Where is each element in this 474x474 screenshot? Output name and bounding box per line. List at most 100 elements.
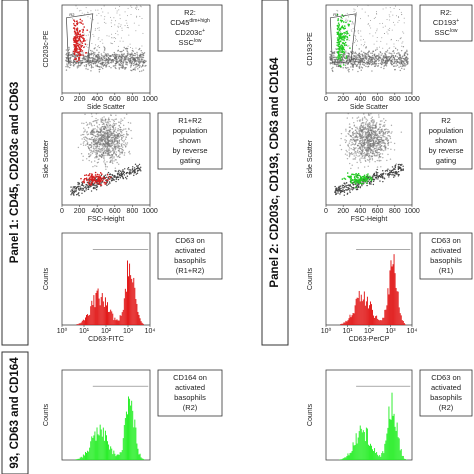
gated-dot (369, 177, 372, 180)
event-dot (104, 152, 107, 154)
event-dot (382, 133, 384, 135)
event-dot (406, 58, 409, 60)
event-dot (388, 174, 390, 176)
panel-label: 93, CD63 and CD164 (9, 357, 21, 469)
event-dot (384, 133, 386, 135)
gated-dot (107, 176, 110, 178)
event-dot (87, 16, 89, 18)
gated-dot (84, 39, 86, 42)
event-dot (102, 42, 104, 44)
event-dot (90, 149, 92, 152)
event-dot (96, 125, 99, 128)
gated-dot (344, 36, 346, 38)
event-dot (121, 140, 124, 142)
gated-dot (361, 179, 364, 181)
event-dot (376, 151, 378, 153)
event-dot (88, 156, 90, 158)
histogram-bar (115, 320, 117, 325)
event-dot (364, 139, 366, 142)
gated-dot (80, 48, 83, 51)
event-dot (360, 139, 362, 141)
event-dot (378, 141, 381, 143)
event-dot (98, 27, 100, 29)
event-dot (375, 134, 378, 137)
event-dot (361, 156, 364, 158)
gated-dot (359, 177, 362, 179)
note-text: shown (179, 136, 201, 145)
gated-dot (342, 47, 345, 50)
event-dot (90, 151, 92, 154)
event-dot (123, 133, 125, 136)
event-dot (386, 159, 388, 162)
x-tick-label: 200 (337, 208, 349, 215)
event-dot (89, 133, 92, 136)
event-dot (121, 55, 124, 57)
event-dot (378, 116, 380, 118)
event-dot (96, 49, 98, 51)
y-axis-label: Counts (307, 267, 314, 290)
event-dot (106, 61, 109, 64)
gated-dot (349, 175, 352, 178)
event-dot (138, 55, 141, 58)
event-dot (125, 19, 127, 21)
event-dot (88, 53, 91, 56)
gate-label: R2 (69, 12, 75, 17)
event-dot (351, 30, 353, 32)
gated-dot (78, 53, 80, 55)
gated-dot (341, 55, 343, 58)
event-dot (130, 47, 132, 49)
event-dot (127, 24, 129, 26)
event-dot (383, 125, 386, 128)
event-dot (109, 59, 112, 61)
event-dot (101, 64, 103, 66)
event-dot (117, 174, 119, 176)
event-dot (381, 130, 384, 132)
event-dot (107, 171, 110, 174)
event-dot (375, 178, 377, 180)
x-tick-label: 200 (337, 96, 349, 103)
gated-dot (340, 19, 343, 22)
x-tick-label: 200 (74, 208, 86, 215)
event-dot (115, 138, 117, 140)
event-dot (401, 45, 403, 47)
event-dot (347, 67, 349, 69)
event-dot (118, 145, 121, 148)
event-dot (93, 128, 95, 131)
event-dot (125, 178, 128, 180)
event-dot (86, 132, 88, 134)
event-dot (381, 120, 383, 122)
event-dot (397, 21, 399, 23)
event-dot (119, 121, 121, 124)
event-dot (360, 161, 362, 164)
gated-dot (355, 173, 357, 176)
event-dot (103, 161, 105, 163)
event-dot (137, 68, 139, 70)
event-dot (371, 159, 374, 161)
gated-dot (345, 57, 348, 59)
x-axis-label: CD63-PerCP (349, 336, 390, 343)
note-text: by reverse (172, 146, 207, 155)
event-dot (101, 8, 103, 10)
event-dot (117, 134, 119, 136)
event-dot (93, 137, 96, 140)
event-dot (364, 52, 366, 54)
gated-dot (81, 50, 84, 52)
gated-dot (345, 55, 348, 57)
event-dot (360, 144, 363, 146)
event-dot (103, 5, 105, 7)
event-dot (382, 22, 384, 24)
event-dot (116, 176, 118, 178)
histogram-bar (139, 318, 141, 325)
gated-dot (355, 182, 357, 185)
event-dot (389, 135, 391, 138)
event-dot (107, 183, 110, 185)
gated-dot (354, 178, 357, 180)
gated-dot (72, 22, 75, 25)
gated-dot (341, 178, 344, 180)
histogram-bar (356, 297, 358, 325)
event-dot (351, 187, 353, 189)
histogram-bar (96, 290, 98, 325)
gated-dot (339, 37, 341, 40)
event-dot (131, 60, 133, 63)
event-dot (352, 22, 354, 24)
